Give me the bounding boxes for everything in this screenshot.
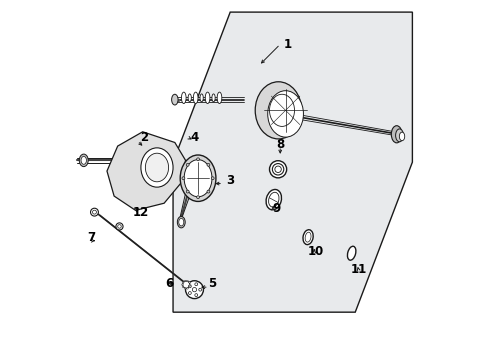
- Text: 11: 11: [350, 263, 366, 276]
- Ellipse shape: [141, 148, 173, 187]
- Ellipse shape: [267, 91, 303, 137]
- Ellipse shape: [184, 159, 212, 197]
- Ellipse shape: [186, 280, 188, 282]
- Ellipse shape: [198, 288, 201, 291]
- Ellipse shape: [303, 230, 312, 244]
- Ellipse shape: [183, 281, 189, 288]
- Ellipse shape: [180, 155, 216, 202]
- Ellipse shape: [217, 92, 222, 104]
- Ellipse shape: [179, 219, 183, 226]
- Ellipse shape: [90, 208, 98, 216]
- Ellipse shape: [194, 294, 197, 297]
- Ellipse shape: [347, 246, 355, 260]
- Ellipse shape: [189, 284, 190, 285]
- Ellipse shape: [399, 132, 404, 141]
- Ellipse shape: [390, 126, 401, 143]
- Ellipse shape: [305, 232, 310, 242]
- Ellipse shape: [186, 163, 189, 166]
- Text: 2: 2: [140, 131, 148, 144]
- Ellipse shape: [188, 286, 190, 288]
- Text: 7: 7: [87, 231, 95, 244]
- Ellipse shape: [118, 225, 121, 228]
- Ellipse shape: [272, 163, 283, 175]
- Ellipse shape: [186, 190, 189, 193]
- Ellipse shape: [188, 285, 191, 288]
- Ellipse shape: [188, 292, 191, 294]
- Ellipse shape: [182, 286, 183, 288]
- Ellipse shape: [81, 157, 86, 164]
- Text: 1: 1: [283, 38, 291, 51]
- Ellipse shape: [182, 177, 184, 180]
- Text: 9: 9: [272, 202, 280, 215]
- Text: 8: 8: [276, 138, 284, 151]
- Ellipse shape: [255, 82, 301, 139]
- Ellipse shape: [177, 216, 185, 228]
- Ellipse shape: [116, 223, 123, 230]
- Ellipse shape: [186, 288, 188, 289]
- Polygon shape: [107, 132, 185, 210]
- Ellipse shape: [196, 196, 199, 199]
- Ellipse shape: [182, 282, 183, 283]
- Polygon shape: [173, 12, 411, 312]
- Text: 4: 4: [190, 131, 198, 144]
- Ellipse shape: [196, 158, 199, 161]
- Ellipse shape: [184, 280, 185, 282]
- Ellipse shape: [395, 129, 403, 142]
- Ellipse shape: [206, 190, 209, 193]
- Ellipse shape: [92, 210, 96, 214]
- Ellipse shape: [274, 166, 281, 172]
- Ellipse shape: [211, 94, 215, 102]
- Ellipse shape: [185, 281, 203, 298]
- Ellipse shape: [269, 161, 286, 178]
- Ellipse shape: [265, 189, 281, 210]
- Ellipse shape: [188, 94, 191, 102]
- Ellipse shape: [194, 283, 197, 286]
- Ellipse shape: [193, 92, 198, 104]
- Text: 6: 6: [165, 277, 173, 290]
- Ellipse shape: [171, 94, 178, 105]
- Text: 10: 10: [307, 245, 324, 258]
- Ellipse shape: [181, 284, 183, 285]
- Ellipse shape: [206, 163, 209, 166]
- Ellipse shape: [268, 192, 279, 207]
- Ellipse shape: [205, 92, 209, 104]
- Ellipse shape: [269, 94, 294, 126]
- Ellipse shape: [181, 92, 186, 104]
- Ellipse shape: [79, 154, 88, 167]
- Text: 5: 5: [208, 277, 216, 290]
- Ellipse shape: [184, 288, 185, 289]
- Ellipse shape: [192, 288, 196, 292]
- Ellipse shape: [200, 94, 203, 102]
- Text: 3: 3: [225, 174, 234, 186]
- Text: 12: 12: [133, 206, 149, 219]
- Ellipse shape: [145, 153, 168, 182]
- Ellipse shape: [211, 177, 214, 180]
- Ellipse shape: [188, 282, 190, 283]
